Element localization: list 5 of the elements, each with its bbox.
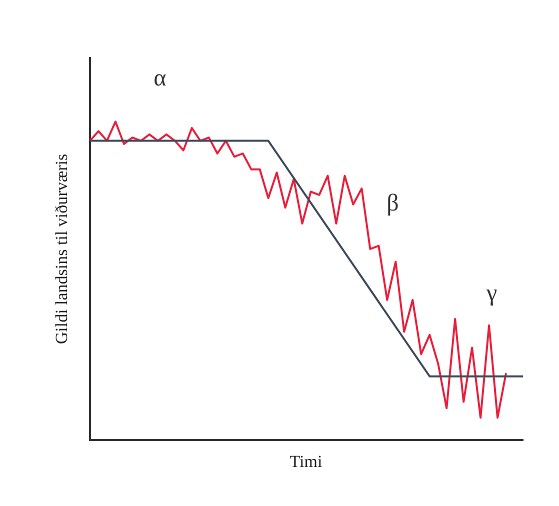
annotation: β [386, 190, 399, 218]
x-axis-title: Timi [290, 452, 322, 472]
annotation: γ [486, 280, 498, 308]
text: α [154, 65, 166, 92]
y-axis-title: Gildi landsins til viðurværis [52, 154, 72, 344]
